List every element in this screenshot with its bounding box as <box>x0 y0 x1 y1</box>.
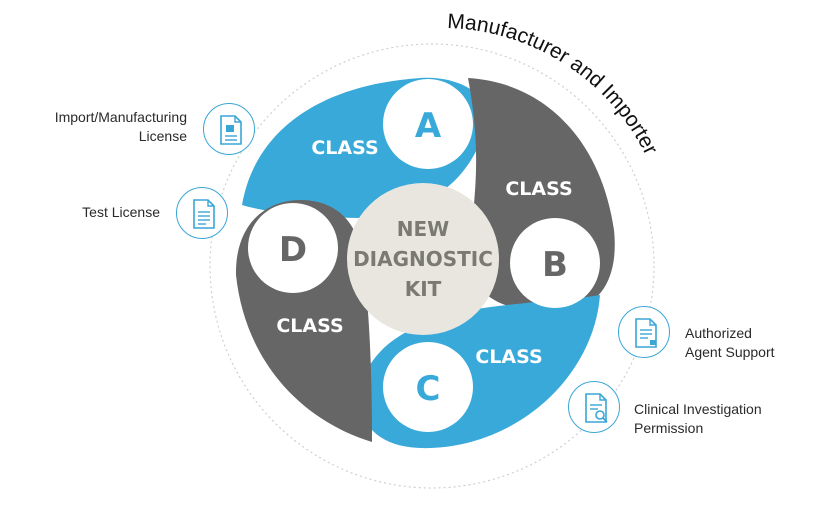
class-c-letter: C <box>416 369 441 409</box>
center-line-1: NEW <box>397 217 449 241</box>
class-d-letter: D <box>279 230 307 270</box>
license-document-icon <box>203 103 255 155</box>
center-line-2: DIAGNOSTIC <box>353 247 493 271</box>
test-document-icon <box>176 187 228 239</box>
center-circle <box>347 183 499 335</box>
class-a-word: CLASS <box>311 137 378 159</box>
class-d-circle <box>248 203 338 293</box>
class-c-circle <box>383 342 473 432</box>
service-label-test-license: Test License <box>82 204 160 220</box>
service-label-import-manufacturing: Import/Manufacturing License <box>54 109 187 144</box>
class-a-circle <box>383 79 473 169</box>
search-document-icon <box>568 381 620 433</box>
center-line-3: KIT <box>405 277 442 301</box>
outer-dotted-ring <box>209 43 655 489</box>
class-b-word: CLASS <box>505 178 572 200</box>
center-label: NEW DIAGNOSTIC KIT <box>353 217 493 301</box>
class-b-letter: B <box>542 245 568 285</box>
agent-document-icon <box>618 306 670 358</box>
class-c-word: CLASS <box>475 346 542 368</box>
title-arc-backing <box>446 15 675 204</box>
service-label-clinical-investigation: Clinical Investigation Permission <box>634 401 762 436</box>
service-label-authorized-agent: Authorized Agent Support <box>685 325 775 360</box>
class-a-letter: A <box>415 106 442 146</box>
class-d-word: CLASS <box>276 315 343 337</box>
class-b-circle <box>510 218 600 308</box>
